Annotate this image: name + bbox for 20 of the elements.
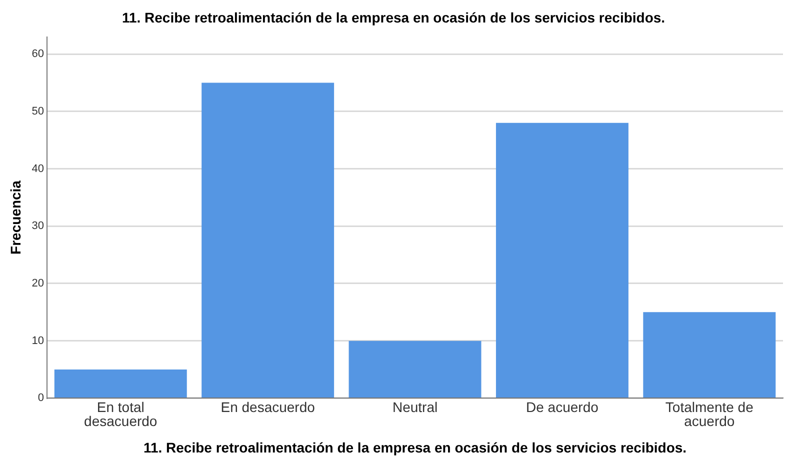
bar — [54, 370, 187, 398]
y-axis-title: Frecuencia — [7, 180, 24, 254]
x-tick-label: De acuerdo — [526, 399, 599, 416]
y-tick-label: 60 — [32, 48, 44, 60]
bar — [202, 82, 334, 398]
x-tick-label: En total desacuerdo — [84, 399, 158, 430]
bar — [643, 312, 776, 398]
bar — [496, 122, 628, 398]
y-tick-label: 40 — [32, 162, 44, 175]
y-tick-label: 50 — [32, 105, 44, 118]
y-tick-label: 10 — [32, 334, 44, 347]
bar — [348, 340, 482, 398]
y-tick-label: 20 — [32, 278, 44, 290]
x-tick-label: En desacuerdo — [220, 399, 316, 416]
x-tick-label: Neutral — [392, 399, 438, 416]
x-tick-label: Totalmente de acuerdo — [665, 399, 754, 430]
x-axis-title: 11. Recibe retroalimentación de la empresa en ocasión de los servicios recibidos. — [143, 439, 687, 456]
y-tick-label: 30 — [32, 220, 44, 232]
chart-title: 11. Recibe retroalimentación de la empresa en ocasión de los servicios recibidos. — [122, 9, 666, 26]
y-tick-label: 0 — [38, 392, 44, 404]
